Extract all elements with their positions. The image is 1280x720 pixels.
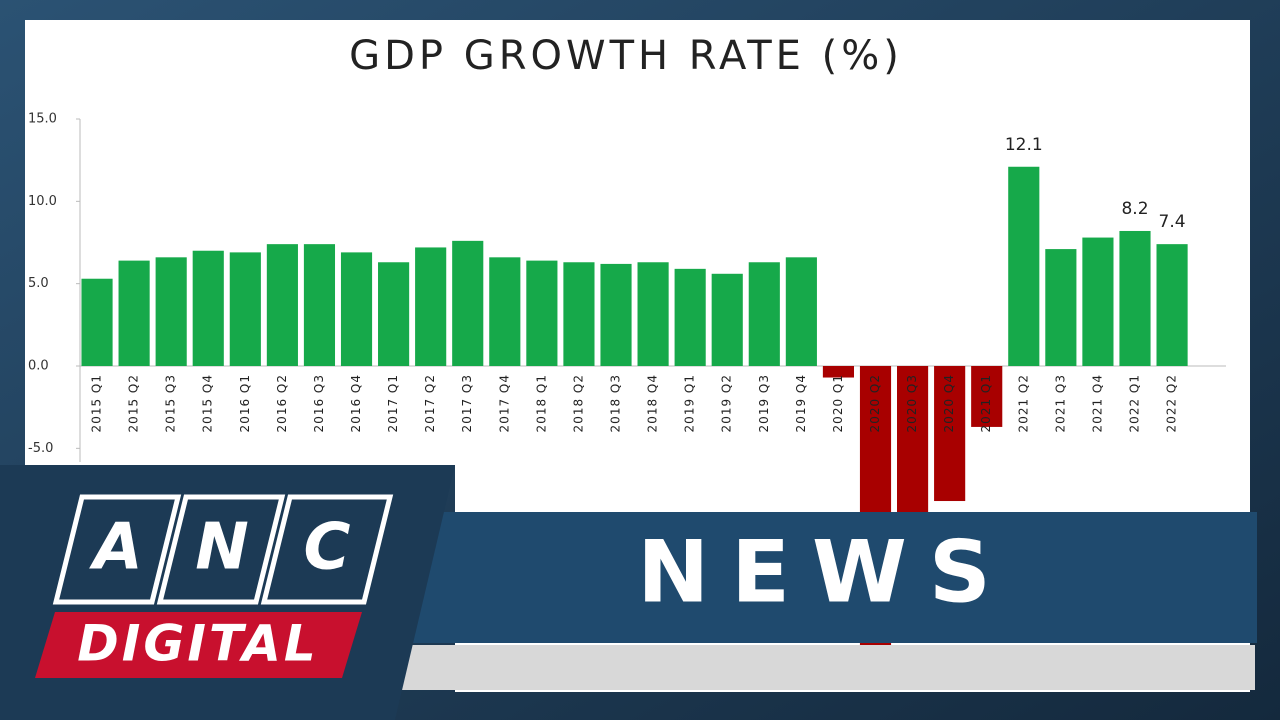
x-tick-label: 2019 Q2 — [720, 374, 734, 432]
bar — [971, 366, 1003, 427]
bar — [1156, 244, 1188, 366]
x-tick-label: 2022 Q1 — [1127, 374, 1141, 432]
x-tick-label: 2015 Q3 — [164, 374, 178, 432]
x-tick-label: 2019 Q1 — [683, 374, 697, 432]
bar — [489, 257, 521, 366]
bar — [600, 263, 632, 366]
news-band — [395, 512, 1257, 643]
x-tick-label: 2016 Q1 — [238, 374, 252, 432]
x-tick-label: 2015 Q4 — [201, 374, 215, 432]
x-tick-label: 2019 Q4 — [794, 374, 808, 432]
bar — [711, 273, 743, 366]
logo-letter: N — [195, 511, 249, 585]
bar — [303, 244, 336, 366]
ticker-bar — [375, 645, 1255, 690]
y-tick-label: 5.0 — [28, 276, 49, 291]
section-title: NEWS — [637, 522, 1013, 622]
bar — [118, 260, 150, 366]
data-label: 12.1 — [1005, 135, 1043, 155]
x-tick-label: 2018 Q2 — [571, 374, 585, 432]
bar — [674, 268, 706, 366]
overlay: A N C DIGITAL NEWS — [0, 465, 1257, 720]
y-tick-label: 0.0 — [28, 359, 49, 374]
data-label: 7.4 — [1159, 212, 1186, 232]
bar — [378, 262, 410, 366]
bar — [192, 250, 224, 366]
bar — [1082, 237, 1114, 366]
bar — [155, 257, 187, 366]
x-tick-label: 2017 Q1 — [386, 374, 400, 432]
bar — [415, 247, 447, 366]
x-tick-label: 2022 Q2 — [1165, 374, 1179, 432]
x-tick-label: 2020 Q2 — [868, 374, 882, 432]
x-tick-label: 2020 Q4 — [942, 374, 956, 432]
logo-letter: C — [304, 511, 351, 585]
x-tick-label: 2018 Q1 — [534, 374, 548, 432]
x-tick-label: 2018 Q3 — [609, 374, 623, 432]
x-tick-label: 2016 Q3 — [312, 374, 326, 432]
bar — [266, 244, 298, 366]
data-label: 8.2 — [1121, 199, 1148, 219]
bar — [452, 240, 484, 366]
y-tick-label: -5.0 — [28, 441, 53, 456]
x-tick-label: 2021 Q4 — [1090, 374, 1104, 432]
bar — [1008, 166, 1040, 366]
bar — [822, 366, 855, 378]
brand-box — [35, 612, 362, 678]
bar — [563, 262, 595, 366]
x-tick-label: 2015 Q2 — [127, 374, 141, 432]
logo-box — [52, 494, 182, 605]
x-tick-label: 2021 Q1 — [979, 374, 993, 432]
x-tick-label: 2019 Q3 — [757, 374, 771, 432]
x-tick-label: 2018 Q4 — [646, 374, 660, 432]
bar — [1119, 230, 1151, 366]
x-tick-label: 2020 Q1 — [831, 374, 845, 432]
logo-box — [156, 494, 286, 605]
bar — [934, 366, 966, 502]
bar — [785, 257, 817, 366]
bar — [1045, 249, 1077, 366]
x-tick-label: 2017 Q3 — [460, 374, 474, 432]
y-tick-label: 10.0 — [28, 194, 57, 209]
logo-box — [260, 494, 394, 605]
brand: DIGITAL — [77, 615, 319, 673]
bar — [340, 252, 373, 366]
bar — [748, 262, 780, 366]
x-tick-label: 2016 Q4 — [349, 374, 363, 432]
y-tick-label: 15.0 — [28, 112, 57, 127]
bar — [637, 262, 669, 366]
x-tick-label: 2017 Q4 — [497, 374, 511, 432]
x-tick-label: 2021 Q3 — [1053, 374, 1067, 432]
chart-title: GDP GROWTH RATE (%) — [349, 33, 903, 79]
x-tick-label: 2016 Q2 — [275, 374, 289, 432]
x-tick-label: 2021 Q2 — [1016, 374, 1030, 432]
x-tick-label: 2020 Q3 — [905, 374, 919, 432]
bar — [229, 252, 261, 366]
bar — [81, 278, 113, 366]
logo-letter: A — [88, 511, 143, 585]
chart-panel — [25, 20, 1250, 465]
bar — [526, 260, 558, 366]
x-tick-label: 2017 Q2 — [423, 374, 437, 432]
x-tick-label: 2015 Q1 — [90, 374, 104, 432]
